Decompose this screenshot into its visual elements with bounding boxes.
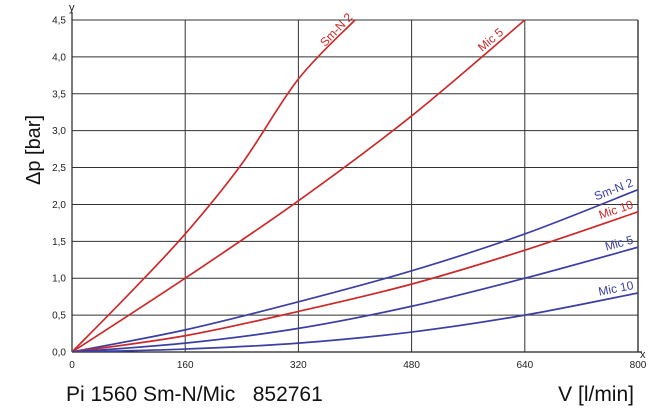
x-tick-label: 640 xyxy=(516,360,533,371)
series-lines xyxy=(72,19,638,352)
y-tick-label: 1,5 xyxy=(52,237,66,248)
x-tick-label: 160 xyxy=(177,360,194,371)
x-tick-label: 320 xyxy=(290,360,307,371)
y-tick-label: 1,0 xyxy=(52,274,66,285)
y-axis-label: Δp [bar] xyxy=(23,115,45,185)
chart-caption: Pi 1560 Sm-N/Mic 852761 xyxy=(66,383,323,406)
y-tick-label: 0,0 xyxy=(52,348,66,359)
series-line xyxy=(72,292,638,352)
series-label: Sm-N 2 xyxy=(317,10,355,49)
y-axis-letter: y xyxy=(69,2,75,14)
series-line xyxy=(72,19,526,352)
y-tick-label: 3,0 xyxy=(52,126,66,137)
x-tick-label: 480 xyxy=(403,360,420,371)
y-tick-label: 4,0 xyxy=(52,52,66,63)
x-tick-label: 0 xyxy=(69,360,75,371)
x-tick-label: 800 xyxy=(630,360,647,371)
y-tick-label: 2,5 xyxy=(52,163,66,174)
series-line xyxy=(72,211,638,352)
series-label: Mic 10 xyxy=(597,278,635,299)
axes xyxy=(71,12,642,353)
y-tick-label: 4,5 xyxy=(52,16,66,27)
series-label: Mic 5 xyxy=(603,233,635,254)
y-tick-label: 3,5 xyxy=(52,89,66,100)
series-line xyxy=(72,188,638,352)
series-line xyxy=(72,246,638,352)
series-line xyxy=(72,19,356,352)
x-axis-letter: x xyxy=(640,349,646,361)
y-tick-label: 0,5 xyxy=(52,311,66,322)
x-axis-label: V [l/min] xyxy=(558,383,634,406)
y-tick-label: 2,0 xyxy=(52,200,66,211)
tick-labels: 0,0 0,5 1,0 1,5 2,0 2,5 3,0 3,5 4,0 4,5 0 160 320 480… xyxy=(52,16,647,372)
grid xyxy=(72,19,639,352)
